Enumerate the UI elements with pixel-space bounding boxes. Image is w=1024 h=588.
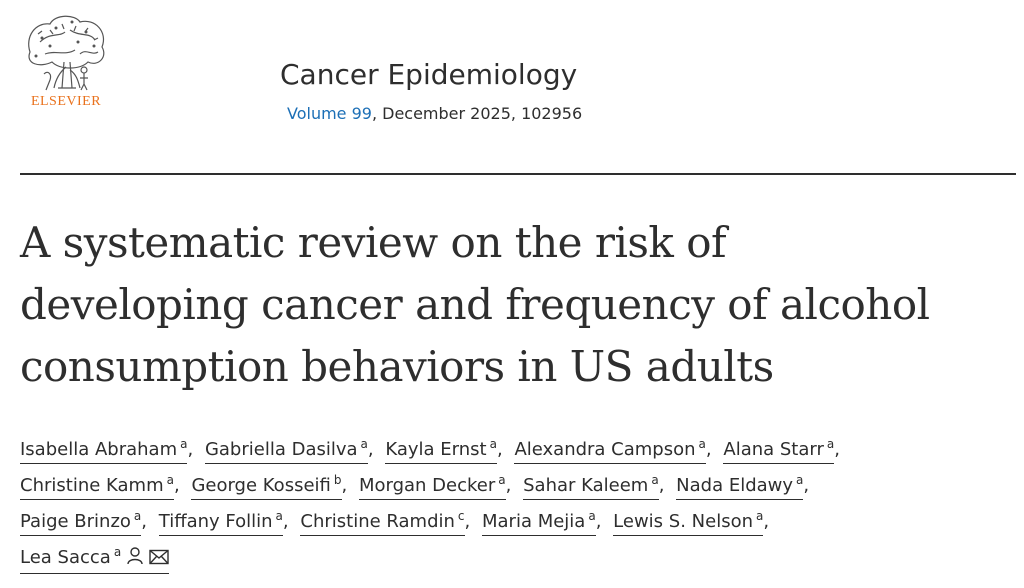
affiliation-marker: a [796, 473, 804, 487]
author-link[interactable]: Paige Brinzo a [20, 509, 142, 536]
affiliation-marker: b [333, 473, 342, 487]
journal-header: Cancer Epidemiology Volume 99, December … [280, 58, 780, 123]
affiliation-marker: a [698, 437, 706, 451]
author-link[interactable]: Alana Starr a [723, 437, 835, 464]
article-title: A systematic review on the risk of devel… [20, 212, 1010, 398]
envelope-icon [149, 549, 169, 571]
author-link[interactable]: Morgan Decker a [358, 473, 506, 500]
author-link[interactable]: Nada Eldawy a [676, 473, 804, 500]
author-link[interactable]: Gabriella Dasilva a [204, 437, 368, 464]
affiliation-marker: a [489, 437, 497, 451]
author-link[interactable]: Tiffany Follin a [158, 509, 283, 536]
author-link-corresponding[interactable]: Lea Sacca a [20, 545, 170, 574]
author-link[interactable]: Isabella Abraham a [20, 437, 188, 464]
affiliation-marker: a [180, 437, 188, 451]
affiliation-marker: a [275, 509, 283, 523]
affiliation-marker: a [826, 437, 835, 451]
affiliation-marker: a [498, 473, 506, 487]
article-title-line: A systematic review on the risk of [20, 218, 727, 267]
author-link[interactable]: Sahar Kaleem a [523, 473, 659, 500]
issue-info: , December 2025, 102956 [371, 103, 583, 123]
header-divider [20, 173, 1016, 175]
person-icon [127, 547, 143, 571]
elsevier-wordmark: ELSEVIER [30, 94, 102, 109]
affiliation-marker: a [113, 545, 122, 559]
affiliation-marker: c [457, 509, 465, 523]
affiliation-marker: a [756, 509, 764, 523]
volume-link[interactable]: Volume 99 [287, 103, 372, 123]
article-title-line: developing cancer and frequency of alcoh… [20, 280, 930, 329]
affiliation-marker: a [166, 473, 174, 487]
author-link[interactable]: Kayla Ernst a [385, 437, 497, 464]
journal-meta: Volume 99, December 2025, 102956 [287, 104, 780, 123]
author-link[interactable]: Lewis S. Nelson a [613, 509, 764, 536]
journal-title-link[interactable]: Cancer Epidemiology [280, 58, 578, 91]
author-link[interactable]: Christine Kamm a [20, 473, 174, 500]
affiliation-marker: a [588, 509, 596, 523]
author-link[interactable]: Alexandra Campson a [514, 437, 706, 464]
elsevier-logo[interactable]: ELSEVIER [20, 12, 112, 112]
article-title-line: consumption behaviors in US adults [20, 342, 774, 391]
elsevier-tree-icon [28, 15, 105, 91]
author-link[interactable]: George Kosseifi b [191, 473, 342, 500]
affiliation-marker: a [651, 473, 659, 487]
author-list: Isabella Abraham a, Gabriella Dasilva a, K… [20, 432, 1010, 576]
affiliation-marker: a [133, 509, 142, 523]
author-link[interactable]: Christine Ramdin c [300, 509, 465, 536]
author-link[interactable]: Maria Mejia a [481, 509, 596, 536]
affiliation-marker: a [360, 437, 368, 451]
